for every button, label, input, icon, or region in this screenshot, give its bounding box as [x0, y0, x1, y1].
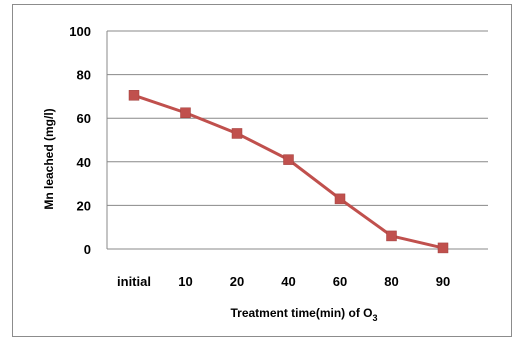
data-point-marker [128, 90, 140, 101]
y-tick-label: 0 [84, 242, 91, 257]
x-axis-title: Treatment time(min) of O3 [230, 306, 377, 323]
y-tick-labels: 0 20 40 60 80 100 [69, 24, 91, 257]
data-point-marker [283, 154, 294, 165]
data-point-marker [334, 193, 346, 205]
x-tick-label: 20 [230, 274, 244, 289]
y-tick-label: 100 [69, 24, 91, 39]
series-layer [128, 90, 449, 254]
x-tick-label: 10 [178, 274, 192, 289]
x-tick-label: 80 [384, 274, 398, 289]
x-axis-title-subscript: 3 [373, 313, 378, 323]
x-tick-labels: initial 10 20 40 60 80 90 [117, 274, 450, 289]
data-point-marker [386, 230, 397, 242]
chart-frame [12, 4, 512, 337]
data-point-marker [180, 107, 191, 118]
y-tick-label: 20 [77, 198, 91, 213]
x-axis-title-main: Treatment time(min) of O [230, 306, 372, 320]
x-tick-label: initial [117, 274, 151, 289]
gridlines [106, 30, 488, 250]
data-point-marker [231, 128, 243, 139]
x-tick-label: 40 [281, 274, 295, 289]
y-tick-label: 60 [77, 111, 91, 126]
y-axis-title: Mn leached (mg/l) [42, 108, 56, 209]
y-tick-label: 40 [77, 155, 91, 170]
x-tick-label: 60 [333, 274, 347, 289]
x-tick-label: 90 [436, 274, 450, 289]
y-tick-label: 80 [77, 68, 91, 83]
data-point-marker [437, 242, 449, 254]
